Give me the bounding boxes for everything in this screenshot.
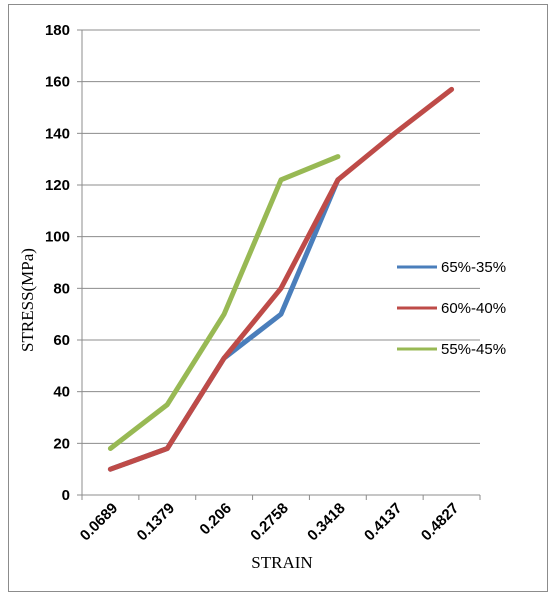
y-tick-label: 0 [62,487,70,504]
y-axis-title: STRESS(MPa) [18,248,37,352]
y-tick-label: 100 [45,229,70,246]
y-tick-label: 140 [45,125,70,142]
x-tick-label: 0.3418 [304,500,348,544]
x-tick-label: 0.0689 [77,500,121,544]
y-tick-label: 20 [53,435,70,452]
y-tick-label: 60 [53,332,70,349]
series-lines [107,86,455,472]
legend-label-1: 60%-40% [441,300,506,317]
series-line-0 [107,177,341,472]
legend-label-2: 55%-45% [441,341,506,358]
axes [77,29,481,500]
x-tick-label: 0.206 [196,500,235,539]
y-tick-label: 80 [53,280,70,297]
gridlines [82,29,480,444]
chart-frame [8,4,548,592]
legend-label-0: 65%-35% [441,259,506,276]
x-tick-label: 0.4827 [418,500,462,544]
y-tick-label: 180 [45,22,70,39]
series-line-1 [107,86,455,472]
legend: 65%-35% 60%-40% 55%-45% [397,259,506,358]
y-tick-label: 120 [45,177,70,194]
x-tick-label: 0.2758 [247,500,291,544]
series-line-2 [107,154,341,451]
x-tick-label: 0.4137 [361,500,405,544]
x-axis-title: STRAIN [251,553,312,572]
x-tick-label: 0.1379 [134,500,178,544]
y-tick-label: 160 [45,74,70,91]
tick-labels: 0 20 40 60 80 100 120 140 160 180 0.0689 0.1379 0.20… [45,22,462,544]
y-tick-label: 40 [53,384,70,401]
